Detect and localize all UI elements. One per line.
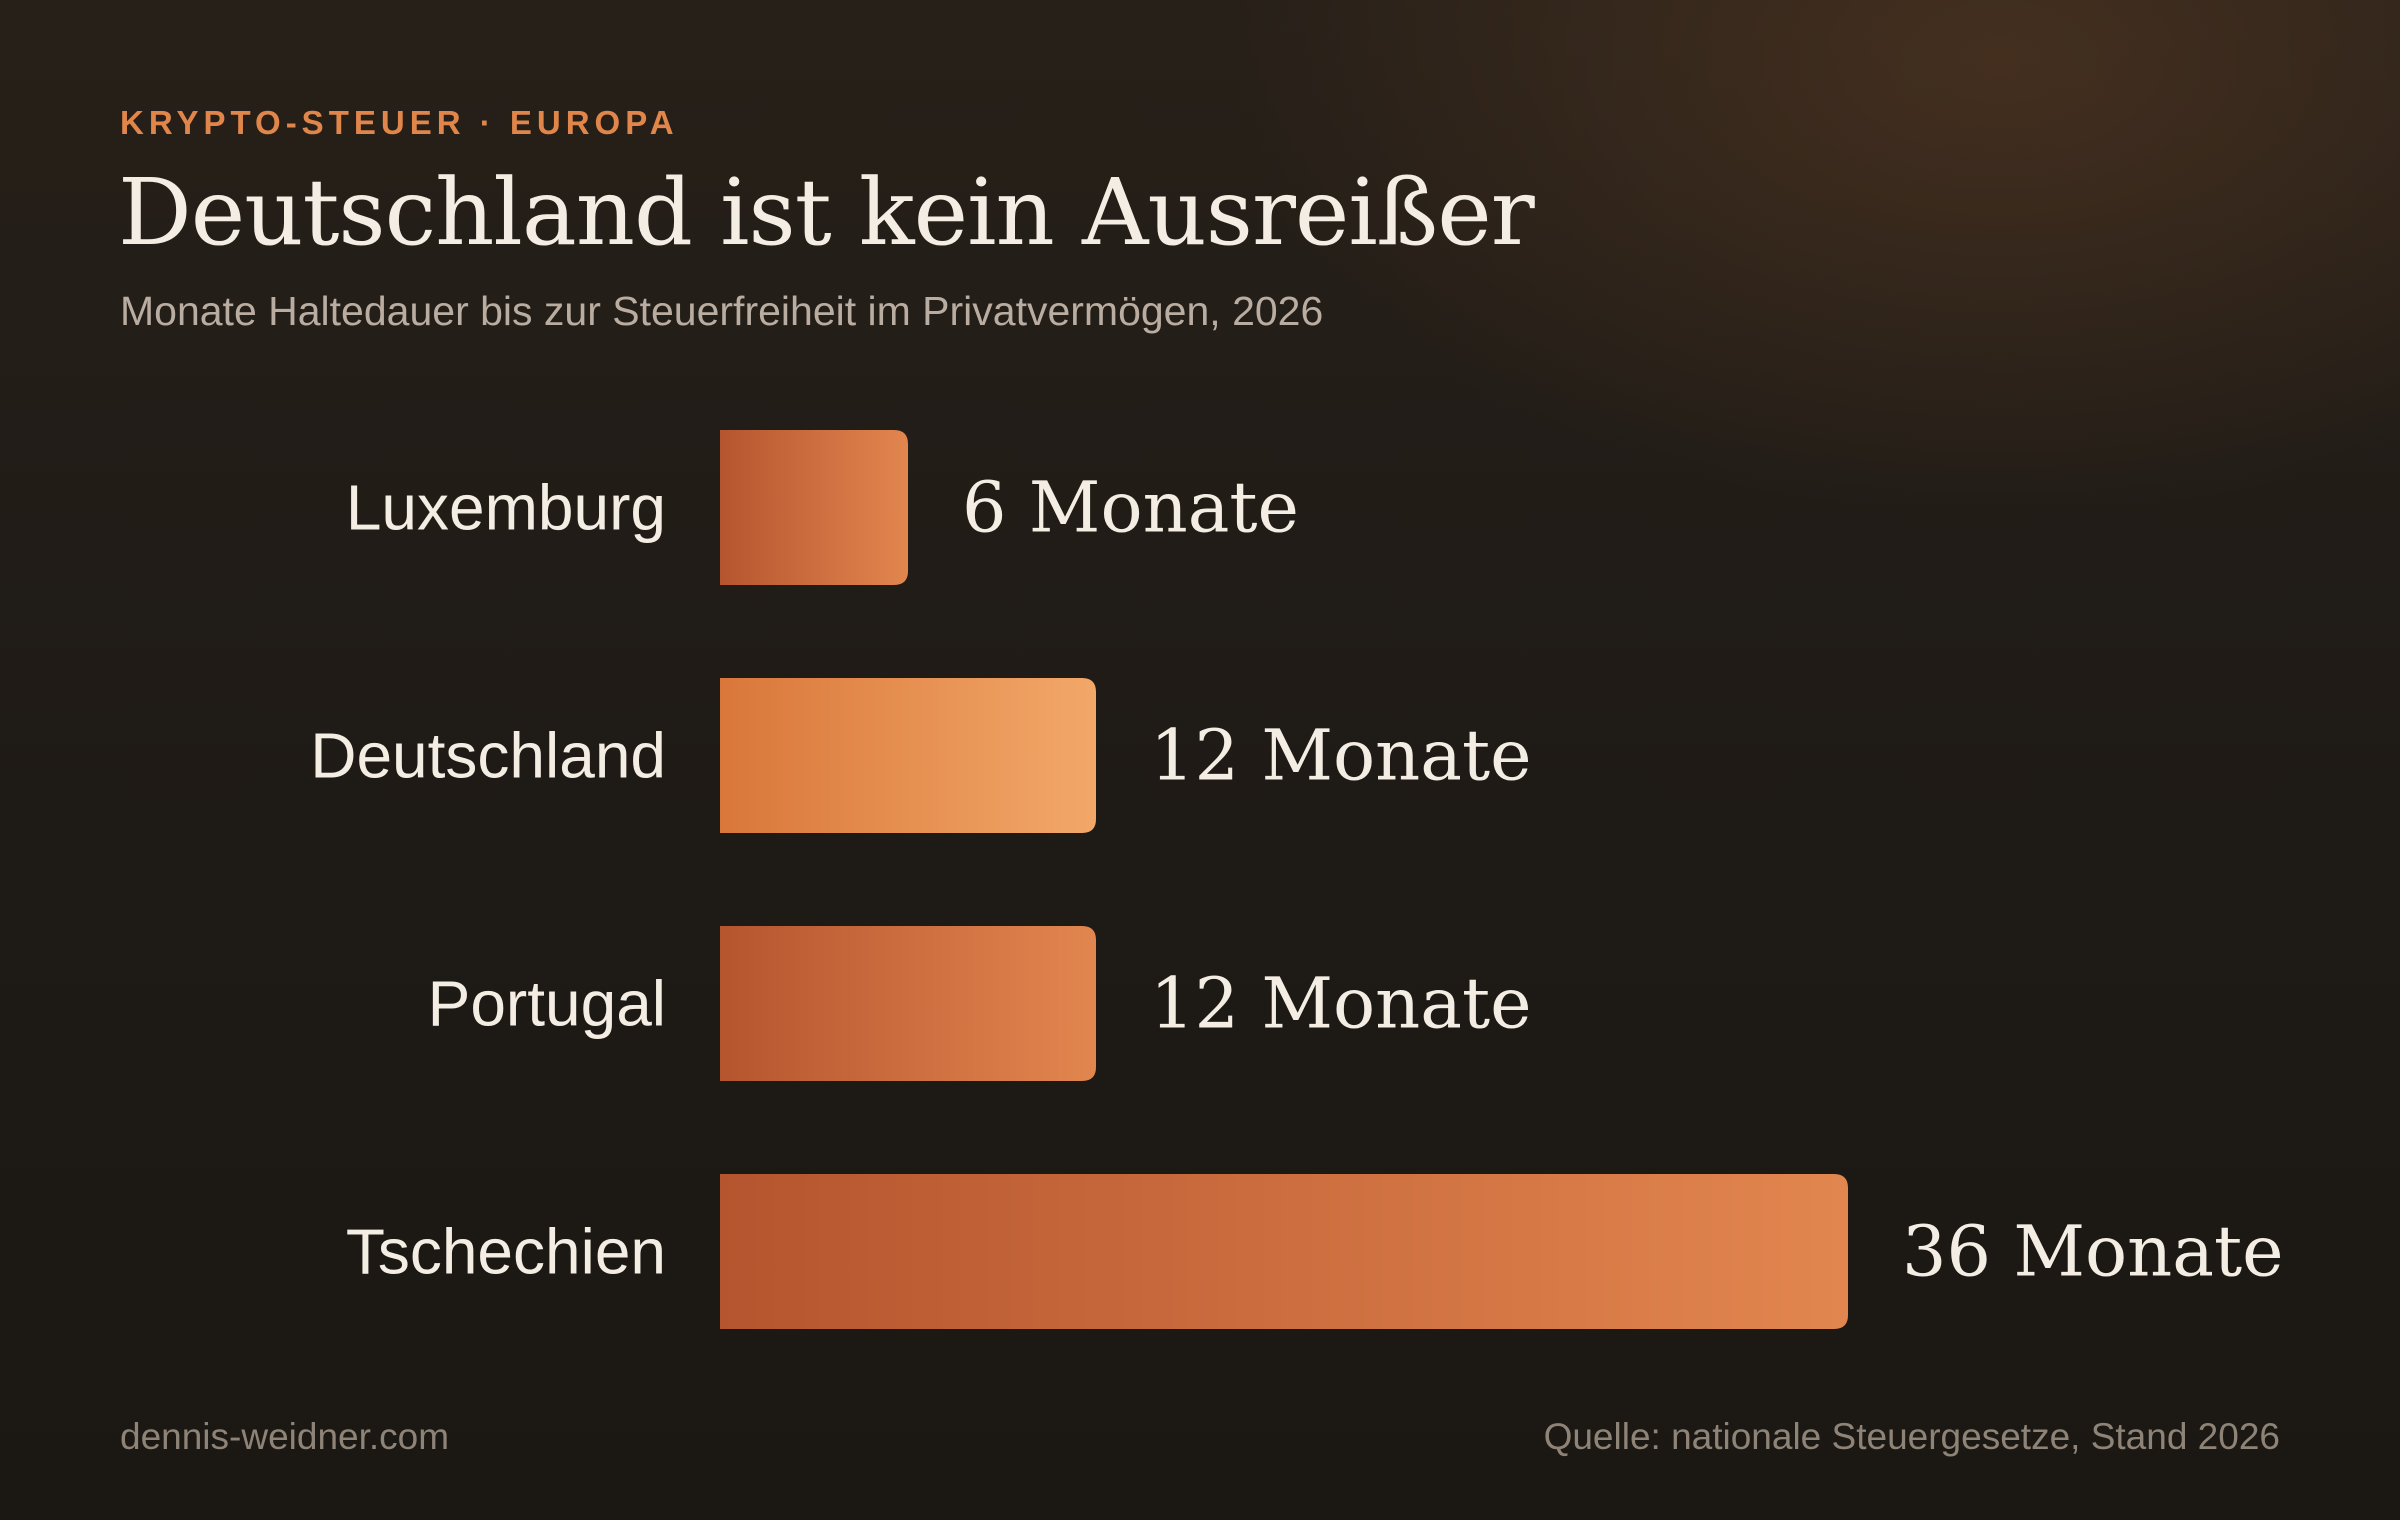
category-label: Luxemburg [346, 472, 666, 544]
value-label: 36 Monate [1902, 1211, 2284, 1293]
chart-subtitle: Monate Haltedauer bis zur Steuerfreiheit… [120, 288, 1324, 334]
value-label: 12 Monate [1150, 715, 1532, 797]
bar [720, 678, 1096, 833]
bar-row-portugal: Portugal 12 Monate [428, 926, 1532, 1081]
site-credit: dennis-weidner.com [120, 1416, 450, 1457]
bar-row-luxemburg: Luxemburg 6 Monate [346, 430, 1299, 585]
bar-row-deutschland: Deutschland 12 Monate [310, 678, 1532, 833]
bar [720, 1174, 1848, 1329]
value-label: 12 Monate [1150, 963, 1532, 1045]
chart-title: Deutschland ist kein Ausreißer [118, 159, 1535, 266]
kicker: KRYPTO-STEUER · EUROPA [120, 104, 679, 141]
value-label: 6 Monate [962, 467, 1299, 549]
source-note: Quelle: nationale Steuergesetze, Stand 2… [1543, 1416, 2280, 1457]
category-label: Portugal [428, 968, 666, 1040]
bar [720, 430, 908, 585]
category-label: Deutschland [310, 720, 666, 792]
bar-row-tschechien: Tschechien 36 Monate [346, 1174, 2284, 1329]
bar [720, 926, 1096, 1081]
category-label: Tschechien [346, 1216, 666, 1288]
